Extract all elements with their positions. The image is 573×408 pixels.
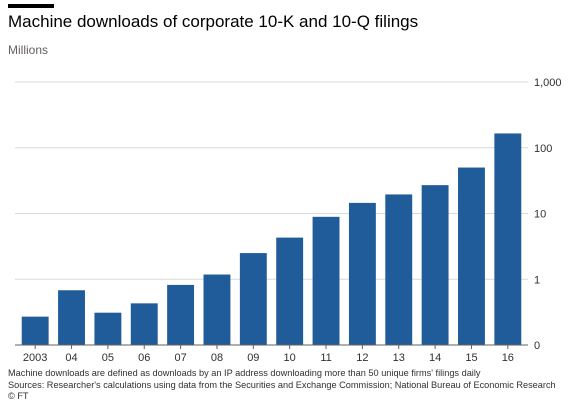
bar-14 bbox=[421, 185, 449, 345]
y-tick-label: 1,000 bbox=[534, 77, 562, 89]
bars bbox=[21, 133, 522, 345]
x-tick-label: 14 bbox=[429, 352, 441, 364]
bar-11 bbox=[312, 216, 340, 345]
footer-note: Machine downloads are defined as downloa… bbox=[8, 368, 481, 378]
chart-footer: Machine downloads are defined as downloa… bbox=[8, 368, 568, 403]
bar-04 bbox=[58, 290, 85, 345]
chart-subtitle: Millions bbox=[8, 43, 49, 57]
x-tick-label: 05 bbox=[102, 352, 114, 364]
footer-credit: © FT bbox=[8, 391, 29, 401]
x-tick-label: 07 bbox=[174, 352, 186, 364]
x-tick-label: 09 bbox=[247, 352, 259, 364]
bar-12 bbox=[348, 202, 376, 345]
x-tick-label: 2003 bbox=[23, 352, 47, 364]
x-tick-label: 12 bbox=[356, 352, 368, 364]
bar-10 bbox=[276, 237, 304, 345]
bar-09 bbox=[239, 253, 267, 345]
y-tick-label: 1 bbox=[534, 274, 540, 286]
x-tick-label: 15 bbox=[465, 352, 477, 364]
x-tick-label: 04 bbox=[65, 352, 77, 364]
x-tick-label: 13 bbox=[393, 352, 405, 364]
chart-title: Machine downloads of corporate 10-K and … bbox=[8, 12, 419, 31]
x-tick-label: 06 bbox=[138, 352, 150, 364]
bar-15 bbox=[458, 167, 485, 345]
x-tick-label: 08 bbox=[211, 352, 223, 364]
y-tick-label: 0 bbox=[534, 340, 540, 352]
bar-16 bbox=[494, 133, 522, 345]
title-rule bbox=[8, 4, 54, 8]
x-tick-label: 11 bbox=[320, 352, 331, 364]
y-tick-label: 10 bbox=[534, 209, 546, 221]
bar-13 bbox=[385, 194, 413, 345]
bar-05 bbox=[94, 312, 122, 345]
gridlines bbox=[15, 81, 528, 280]
bar-06 bbox=[130, 303, 158, 345]
x-tick-labels: 2003 04 05 06 07 08 09 10 11 12 13 14 15 16 bbox=[23, 345, 514, 364]
bar-08 bbox=[203, 274, 231, 345]
bar-07 bbox=[167, 284, 195, 345]
footer-sources: Sources: Researcher's calculations using… bbox=[8, 379, 556, 390]
bar-2003 bbox=[21, 316, 49, 345]
x-tick-label: 10 bbox=[284, 352, 296, 364]
x-tick-label: 16 bbox=[502, 352, 514, 364]
y-tick-label: 100 bbox=[534, 143, 552, 155]
